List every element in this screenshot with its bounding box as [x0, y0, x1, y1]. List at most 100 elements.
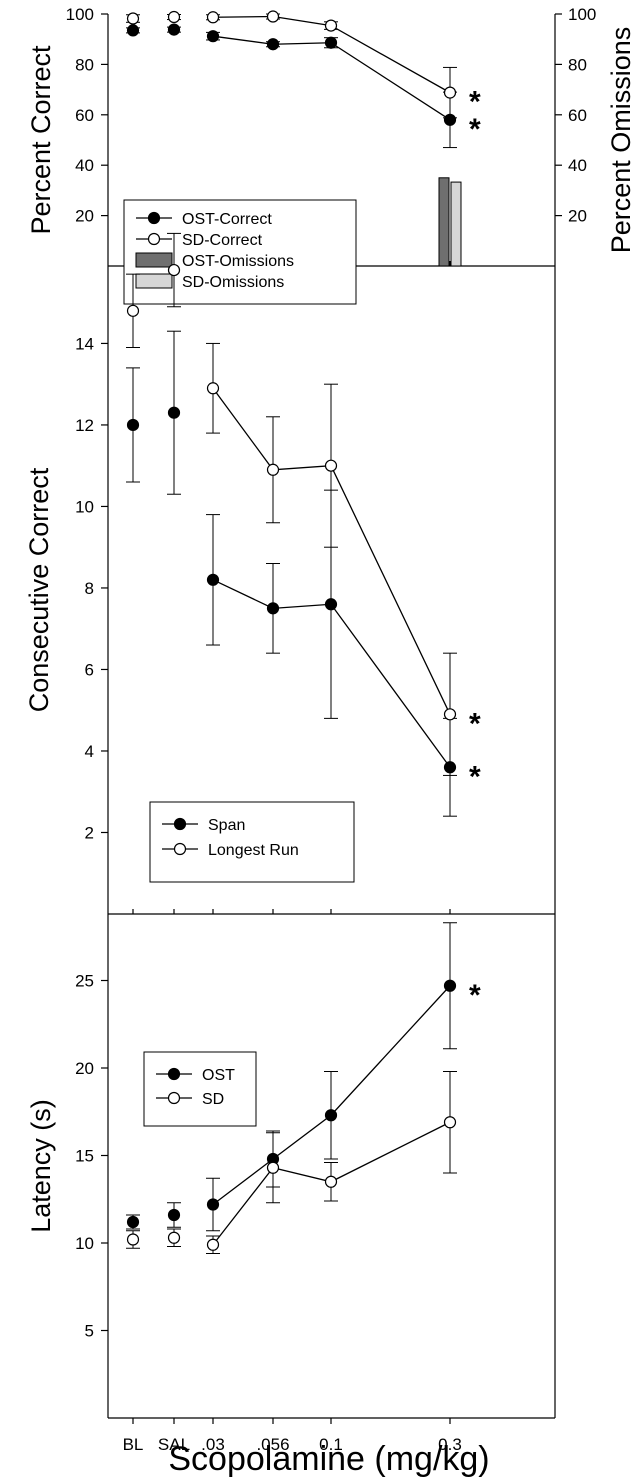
series-line — [212, 985, 451, 1206]
right-y-tick-label: 20 — [568, 207, 587, 226]
legend-marker — [173, 817, 187, 831]
data-point-open — [266, 1161, 280, 1174]
data-point-open — [126, 12, 140, 25]
data-point-open — [266, 463, 280, 476]
y-tick-label: 20 — [75, 1059, 94, 1078]
legend-marker — [167, 1091, 181, 1105]
data-point-open — [443, 86, 457, 99]
y-tick-label: 10 — [75, 497, 94, 516]
panel-percent: 20 40 60 80 100 20 40 60 80 100 Percent Correct Per… — [26, 5, 636, 305]
data-point-filled — [324, 36, 338, 49]
series-line — [212, 15, 451, 94]
data-point-open — [167, 1231, 181, 1244]
x-tick-label: .056 — [256, 1435, 289, 1454]
data-point-filled — [324, 598, 338, 611]
legend-label: Longest Run — [208, 842, 299, 859]
legend-label: OST-Correct — [182, 211, 272, 228]
legend-label: Span — [208, 817, 245, 834]
x-tick-label: .03 — [201, 1435, 225, 1454]
data-point-filled — [167, 1208, 181, 1222]
x-tick-label: 0.3 — [438, 1435, 462, 1454]
legend-label: SD — [202, 1091, 224, 1108]
legend-marker — [147, 232, 161, 246]
data-point-filled — [126, 418, 140, 432]
data-point-open — [126, 1233, 140, 1246]
x-tick-label: 0.1 — [319, 1435, 343, 1454]
data-point-filled — [266, 38, 280, 51]
significance-star: * — [469, 760, 481, 793]
panel-latency: 5 10 15 20 25 Latency (s) * OST SD — [26, 914, 556, 1418]
y-axis-title: Consecutive Correct — [24, 467, 54, 712]
right-y-tick-label: 100 — [568, 5, 596, 24]
significance-star: * — [469, 113, 481, 146]
legend-marker — [167, 1067, 181, 1081]
data-point-filled — [167, 23, 181, 36]
legend-label: OST-Omissions — [182, 253, 294, 270]
series-line — [212, 35, 451, 121]
right-y-tick-label: 40 — [568, 156, 587, 175]
y-axis-title: Percent Correct — [26, 45, 56, 235]
legend-box — [149, 801, 355, 883]
y-tick-label: 12 — [75, 416, 94, 435]
data-point-open — [167, 263, 181, 277]
legend-swatch — [135, 252, 173, 268]
significance-star: * — [469, 86, 481, 119]
legend-label: OST — [202, 1067, 235, 1084]
data-point-filled — [206, 30, 220, 43]
right-y-tick-label: 80 — [568, 55, 587, 74]
right-y-tick-label: 60 — [568, 106, 587, 125]
x-tick-label: SAL — [158, 1435, 190, 1454]
omission-bar — [438, 177, 450, 267]
data-point-filled — [443, 979, 457, 992]
data-point-filled — [126, 1215, 140, 1229]
data-point-filled — [126, 24, 140, 37]
y-tick-label: 60 — [75, 106, 94, 125]
y-tick-label: 80 — [75, 55, 94, 74]
y-tick-label: 2 — [85, 823, 94, 842]
y-tick-label: 5 — [85, 1322, 94, 1341]
data-point-open — [443, 1116, 457, 1129]
y-tick-label: 100 — [66, 5, 94, 24]
right-y-axis-title: Percent Omissions — [606, 27, 636, 254]
significance-star: * — [469, 979, 481, 1012]
y-tick-label: 20 — [75, 207, 94, 226]
significance-star: * — [469, 707, 481, 740]
y-tick-label: 14 — [75, 334, 94, 353]
legend-swatch — [135, 273, 173, 289]
data-point-filled — [167, 406, 181, 419]
x-axis: BL SAL .03 .056 0.1 0.3 — [108, 909, 555, 1454]
data-point-open — [443, 708, 457, 721]
data-point-open — [206, 1238, 220, 1251]
legend-label: SD-Omissions — [182, 274, 284, 291]
series-line — [212, 387, 451, 715]
y-tick-label: 15 — [75, 1147, 94, 1166]
legend-marker — [173, 842, 187, 856]
x-axis-title: Scopolamine (mg/kg) — [168, 1440, 489, 1478]
y-tick-label: 10 — [75, 1234, 94, 1253]
legend-marker — [147, 211, 161, 225]
y-tick-label: 6 — [85, 660, 94, 679]
data-point-open — [167, 10, 181, 24]
data-point-filled — [206, 1198, 220, 1211]
data-point-open — [206, 11, 220, 24]
panel-consecutive: 2 4 6 8 10 12 14 Consecutive Correct * * Span Longe… — [24, 232, 556, 915]
series-line — [212, 1121, 451, 1246]
x-tick-label: BL — [123, 1435, 144, 1454]
y-axis-title: Latency (s) — [26, 1099, 56, 1233]
data-point-open — [324, 459, 338, 472]
data-point-open — [126, 304, 140, 317]
y-tick-label: 8 — [85, 579, 94, 598]
data-point-open — [324, 1175, 338, 1188]
legend-box — [143, 1051, 257, 1127]
data-point-filled — [266, 602, 280, 615]
y-tick-label: 25 — [75, 972, 94, 991]
data-point-filled — [206, 573, 220, 586]
y-tick-label: 4 — [85, 742, 94, 761]
y-tick-label: 40 — [75, 156, 94, 175]
data-point-open — [324, 19, 338, 32]
omission-bar — [450, 181, 462, 267]
data-point-open — [206, 382, 220, 395]
data-point-open — [266, 10, 280, 23]
data-point-filled — [324, 1109, 338, 1122]
